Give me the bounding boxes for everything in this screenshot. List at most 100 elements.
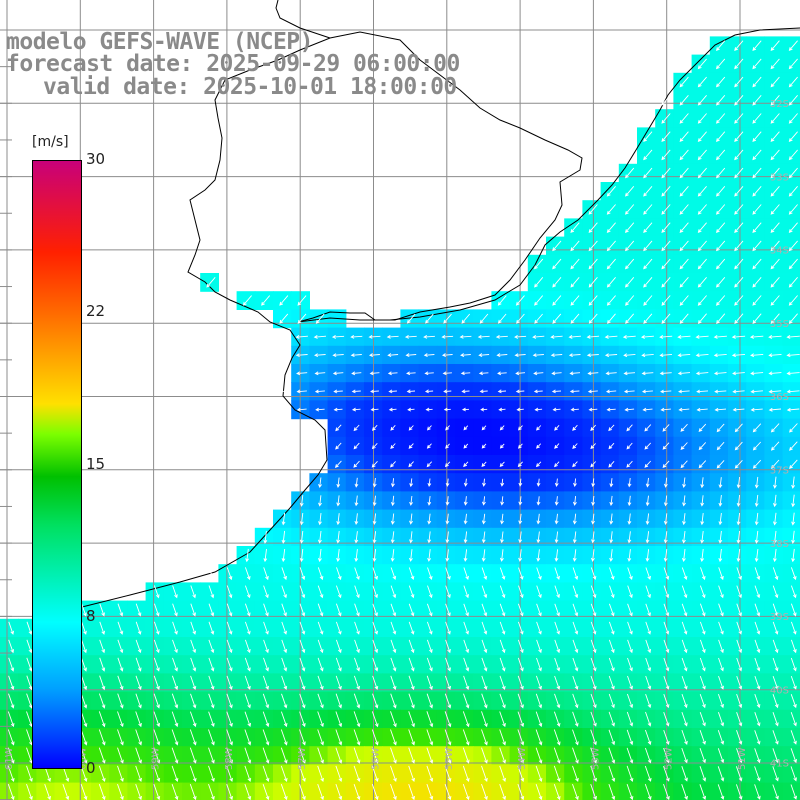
wind-arrow	[608, 424, 615, 432]
speed-cell	[163, 637, 183, 656]
wind-arrow	[44, 783, 51, 800]
wind-arrow	[663, 711, 670, 727]
speed-cell	[309, 491, 329, 511]
speed-cell	[236, 764, 256, 784]
wind-arrow	[317, 747, 324, 764]
wind-arrow	[353, 442, 360, 450]
speed-cell	[655, 436, 674, 456]
wind-arrow	[736, 712, 743, 727]
speed-cell	[436, 655, 456, 674]
wind-arrow	[749, 335, 764, 339]
wind-arrow	[718, 477, 723, 489]
speed-cell	[728, 291, 747, 310]
speed-cell	[673, 455, 693, 474]
wind-arrow	[643, 149, 653, 161]
speed-cell	[509, 546, 529, 565]
wind-arrow	[135, 621, 142, 635]
speed-cell	[764, 709, 784, 729]
wind-arrow	[135, 693, 142, 709]
wind-arrow	[734, 167, 744, 179]
wind-arrow	[663, 639, 670, 654]
wind-arrow	[280, 747, 288, 764]
wind-arrow	[262, 729, 270, 746]
speed-cell	[564, 691, 583, 711]
wind-arrow	[568, 353, 581, 358]
speed-cell	[491, 637, 511, 656]
wind-arrow	[390, 747, 397, 764]
wind-arrow	[752, 295, 762, 306]
speed-cell	[582, 273, 602, 292]
wind-arrow	[317, 548, 322, 563]
speed-cell	[582, 728, 602, 747]
speed-cell	[600, 582, 620, 602]
speed-cell	[637, 746, 656, 765]
wind-arrow	[499, 567, 506, 580]
speed-cell	[673, 564, 693, 583]
speed-cell	[764, 436, 784, 456]
speed-cell	[91, 618, 110, 638]
longitude-label: 55W	[444, 747, 455, 770]
speed-cell	[637, 673, 656, 693]
speed-cell	[546, 309, 565, 329]
speed-cell	[309, 728, 329, 747]
speed-cell	[764, 673, 784, 693]
wind-arrow	[153, 639, 160, 654]
speed-cell	[709, 782, 729, 800]
wind-arrow	[226, 585, 233, 599]
speed-cell	[618, 546, 638, 565]
speed-cell	[673, 182, 693, 201]
wind-arrow	[715, 76, 726, 88]
speed-cell	[655, 309, 674, 329]
speed-cell	[527, 618, 547, 638]
wind-arrow	[681, 549, 686, 563]
wind-arrow	[644, 424, 652, 432]
wind-arrow	[716, 441, 725, 451]
speed-cell	[273, 600, 292, 620]
speed-cell	[582, 564, 602, 583]
speed-cell	[746, 637, 765, 656]
wind-arrow	[736, 639, 743, 654]
speed-cell	[746, 273, 765, 292]
speed-cell	[254, 291, 274, 310]
speed-cell	[254, 728, 274, 747]
speed-cell	[655, 254, 674, 274]
wind-arrow	[299, 603, 306, 617]
speed-cell	[546, 618, 565, 638]
wind-arrow	[190, 693, 197, 709]
speed-cell	[327, 491, 347, 511]
wind-arrow	[117, 693, 124, 709]
wind-arrow	[590, 675, 597, 690]
speed-cell	[546, 764, 565, 784]
speed-cell	[782, 527, 800, 547]
speed-cell	[600, 728, 620, 747]
speed-cell	[764, 36, 784, 56]
speed-cell	[382, 673, 401, 693]
speed-cell	[327, 728, 347, 747]
wind-arrow	[772, 639, 779, 654]
wind-arrow	[607, 313, 616, 324]
valid-date: valid date: 2025-10-01 18:00:00	[43, 74, 457, 100]
wind-arrow	[427, 478, 432, 488]
wind-arrow	[752, 258, 762, 270]
speed-cell	[382, 691, 401, 711]
speed-cell	[673, 600, 693, 620]
speed-cell	[546, 637, 565, 656]
wind-arrow	[790, 730, 797, 745]
wind-arrow	[590, 567, 597, 580]
speed-cell	[764, 546, 784, 565]
wind-arrow	[336, 495, 341, 507]
speed-cell	[418, 746, 438, 765]
speed-cell	[0, 728, 19, 747]
wind-arrow	[624, 167, 635, 179]
speed-cell	[509, 600, 529, 620]
forecast-date: forecast date: 2025-09-29 06:00:00	[6, 51, 460, 77]
wind-arrow	[681, 784, 688, 800]
wind-arrow	[568, 335, 581, 339]
speed-cell	[382, 618, 401, 638]
wind-arrow	[497, 313, 507, 324]
wind-arrow	[608, 747, 616, 764]
wind-arrow	[208, 729, 215, 746]
wind-arrow	[682, 477, 686, 489]
wind-arrow	[572, 443, 578, 449]
